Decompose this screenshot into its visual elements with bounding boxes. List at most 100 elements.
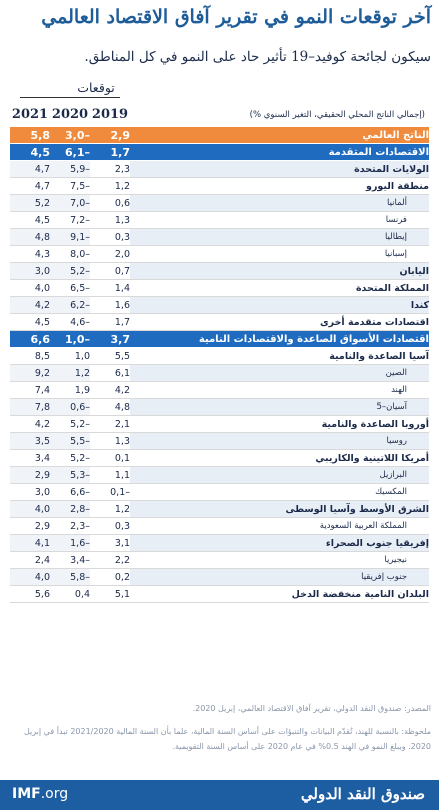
value-2021: 3,5 [10,432,50,450]
row-label: الشرق الأوسط وآسيا الوسطى [130,500,429,518]
value-2021: 5,8 [10,127,50,144]
row-label: اليابان [130,262,429,280]
row-label: الولايات المتحدة [130,160,429,178]
row-label: إسبانيا [130,245,429,263]
value-2019: 4,8 [90,398,130,416]
projections-underline [20,97,120,98]
value-2021: 4,5 [10,313,50,331]
value-2019: 1,7 [90,143,130,161]
table-row: 4,7 7,5– 1,2 منطقة اليورو [10,177,429,195]
value-2020: 1,6– [50,534,90,552]
table-row: 2,9 5,3– 1,1 البرازيل [10,466,429,484]
value-2021: 8,5 [10,347,50,365]
value-2021: 4,2 [10,415,50,433]
value-2021: 4,7 [10,177,50,195]
value-2020: 5,9– [50,160,90,178]
row-label: الاقتصادات المتقدمة [130,143,429,161]
value-2019: 3,7 [90,330,130,348]
column-header-2019: 2019 [91,107,129,122]
table-row: 3,4 5,2– 0,1 أمريكا اللاتينية والكاريبي [10,449,429,467]
value-2019: 1,3 [90,432,130,450]
value-2021: 4,2 [10,296,50,314]
value-2019: 0,6 [90,194,130,212]
row-label: اقتصادات متقدمة أخرى [130,313,429,331]
value-2019: 1,4 [90,279,130,297]
table-row: 3,5 5,5– 1,3 روسيا [10,432,429,450]
row-label: أمريكا اللاتينية والكاريبي [130,449,429,467]
value-2021: 4,0 [10,279,50,297]
table-row: 4,1 1,6– 3,1 إفريقيا جنوب الصحراء [10,534,429,552]
row-label: ألمانيا [130,194,429,212]
value-2020: 7,2– [50,211,90,229]
value-2020: 5,2– [50,415,90,433]
value-2020: 4,6– [50,313,90,331]
value-2020: 0,4 [50,585,90,603]
value-2019: 1,1 [90,466,130,484]
value-2019: 3,1 [90,534,130,552]
value-2019: 0,3 [90,517,130,535]
row-label: الناتج العالمي [130,127,429,144]
value-2021: 6,6 [10,330,50,348]
value-2019: 2,0 [90,245,130,263]
value-2021: 3,0 [10,483,50,501]
table-row: 7,4 1,9 4,2 الهند [10,381,429,399]
row-label: المكسيك [130,483,429,501]
projections-label: توقعات [77,80,115,95]
table-row: 4,0 5,8– 0,2 جنوب إفريقيا [10,568,429,586]
value-2021: 5,2 [10,194,50,212]
value-2019: 0,7 [90,262,130,280]
table-row: 9,2 1,2 6,1 الصين [10,364,429,382]
value-2021: 4,8 [10,228,50,246]
table-row: 2,9 2,3– 0,3 المملكة العربية السعودية [10,517,429,535]
row-label: فرنسا [130,211,429,229]
row-label: كندا [130,296,429,314]
value-2020: 5,5– [50,432,90,450]
table-row: 2,4 3,4– 2,2 نيجيريا [10,551,429,569]
imf-org-logo[interactable]: IMF.org [12,786,68,802]
value-2021: 4,5 [10,211,50,229]
row-label: آسيا الصاعدة والنامية [130,347,429,365]
row-label: جنوب إفريقيا [130,568,429,586]
table-row: 5,8 3,0– 2,9 الناتج العالمي [10,127,429,144]
value-2021: 9,2 [10,364,50,382]
row-label: نيجيريا [130,551,429,569]
table-row: 3,0 5,2– 0,7 اليابان [10,262,429,280]
row-label: أوروبا الصاعدة والنامية [130,415,429,433]
value-2019: 1,3 [90,211,130,229]
value-2020: 1,9 [50,381,90,399]
value-2020: 5,3– [50,466,90,484]
value-2019: 0,3 [90,228,130,246]
table-row: 5,6 0,4 5,1 البلدان النامية منخفضة الدخل [10,585,429,603]
value-2021: 4,5 [10,143,50,161]
table-row: 4,5 4,6– 1,7 اقتصادات متقدمة أخرى [10,313,429,331]
page-subtitle: سيكون لجائحة كوفيد–19 تأثير حاد على النم… [84,49,431,65]
value-2020: 7,5– [50,177,90,195]
value-2020: 2,3– [50,517,90,535]
table-row: 4,5 6,1– 1,7 الاقتصادات المتقدمة [10,143,429,161]
value-2021: 4,7 [10,160,50,178]
value-2020: 6,2– [50,296,90,314]
unit-label: (إجمالي الناتج المحلي الحقيقي، التغير ال… [249,110,425,120]
value-2019: 5,1 [90,585,130,603]
value-2021: 4,1 [10,534,50,552]
source-note: المصدر: صندوق النقد الدولي، تقرير آفاق ا… [192,704,431,713]
value-2020: 5,8– [50,568,90,586]
table-row: 3,0 6,6– 0,1– المكسيك [10,483,429,501]
row-label: البرازيل [130,466,429,484]
value-2020: 5,2– [50,449,90,467]
value-2021: 2,4 [10,551,50,569]
column-header-2020: 2020 [51,107,89,122]
value-2021: 4,0 [10,568,50,586]
row-label: اقتصادات الأسواق الصاعدة والاقتصادات الن… [130,330,429,348]
row-label: الهند [130,381,429,399]
row-label: آسيان–5 [130,398,429,416]
value-2020: 3,4– [50,551,90,569]
imf-domain: .org [40,786,69,802]
page-title: آخر توقعات النمو في تقرير آفاق الاقتصاد … [41,6,431,28]
value-2020: 2,8– [50,500,90,518]
value-2019: 1,7 [90,313,130,331]
value-2019: 0,1– [90,483,130,501]
value-2019: 2,3 [90,160,130,178]
value-2021: 2,9 [10,517,50,535]
value-2019: 1,6 [90,296,130,314]
